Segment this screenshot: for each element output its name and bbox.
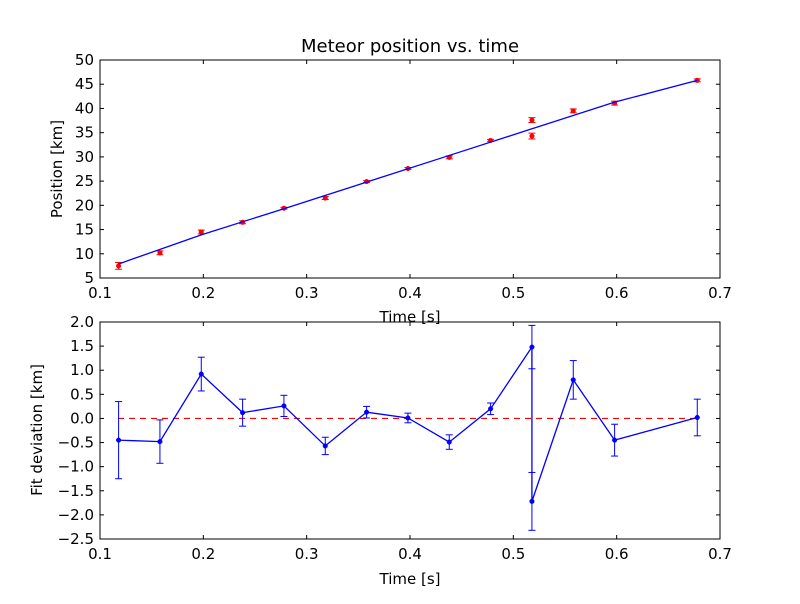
deviation-y-tick-label: 2.0 — [70, 313, 94, 331]
position-y-tick-label: 20 — [75, 196, 94, 214]
deviation-x-tick-label: 0.3 — [295, 545, 319, 563]
deviation-x-tick-label: 0.1 — [88, 545, 112, 563]
position-x-tick-label: 0.4 — [398, 284, 422, 302]
deviation-x-tick-label: 0.2 — [191, 545, 215, 563]
position-data-point — [198, 229, 204, 235]
position-data-point — [529, 133, 535, 139]
position-y-tick-label: 15 — [75, 221, 94, 239]
deviation-y-tick-label: 0.5 — [70, 385, 94, 403]
deviation-y-tick-label: −2.0 — [58, 506, 94, 524]
position-y-tick-label: 30 — [75, 148, 94, 166]
deviation-data-point — [240, 410, 246, 416]
position-x-tick-label: 0.6 — [605, 284, 629, 302]
position-data-point — [529, 117, 535, 123]
position-data-point — [116, 263, 122, 269]
position-data-point — [157, 250, 163, 256]
position-series-line — [118, 79, 698, 265]
position-x-tick-label: 0.3 — [295, 284, 319, 302]
deviation-data-point — [322, 443, 328, 449]
position-x-tick-label: 0.5 — [501, 284, 525, 302]
deviation-y-tick-label: 0.0 — [70, 409, 94, 427]
deviation-data-point — [570, 377, 576, 383]
deviation-data-point — [198, 371, 204, 377]
deviation-data-point — [529, 498, 535, 504]
deviation-y-tick-label: −1.0 — [58, 458, 94, 476]
position-y-tick-label: 5 — [84, 269, 94, 287]
position-panel: Meteor position vs. time Time [s] Positi… — [48, 36, 732, 326]
position-x-tick-label: 0.7 — [708, 284, 732, 302]
position-x-tick-label: 0.2 — [191, 284, 215, 302]
position-y-tick-label: 40 — [75, 99, 94, 117]
deviation-x-tick-label: 0.6 — [605, 545, 629, 563]
deviation-data-point — [612, 437, 618, 443]
deviation-x-tick-label: 0.4 — [398, 545, 422, 563]
position-y-tick-label: 45 — [75, 75, 94, 93]
deviation-x-axis-label: Time [s] — [379, 570, 441, 588]
chart-title: Meteor position vs. time — [301, 36, 519, 57]
deviation-data-point — [281, 403, 287, 409]
deviation-panel: Time [s] Fit deviation [km] 0.1 0.2 0.3 0.4… — [28, 313, 732, 588]
deviation-data-point — [116, 437, 122, 443]
deviation-y-tick-label: 1.0 — [70, 361, 94, 379]
deviation-data-point — [529, 344, 535, 350]
position-y-axis-label: Position [km] — [48, 120, 66, 218]
deviation-x-tick-label: 0.7 — [708, 545, 732, 563]
deviation-data-point — [405, 415, 411, 421]
deviation-x-tick-label: 0.5 — [501, 545, 525, 563]
position-y-tick-label: 50 — [75, 51, 94, 69]
deviation-y-tick-label: −0.5 — [58, 434, 94, 452]
position-y-tick-label: 25 — [75, 172, 94, 190]
deviation-data-point — [157, 439, 163, 445]
position-y-tick-label: 35 — [75, 124, 94, 142]
deviation-y-tick-label: −2.5 — [58, 530, 94, 548]
deviation-data-point — [694, 414, 700, 421]
deviation-y-tick-label: 1.5 — [70, 337, 94, 355]
deviation-y-tick-label: −1.5 — [58, 482, 94, 500]
deviation-y-axis-label: Fit deviation [km] — [28, 364, 46, 496]
position-x-tick-label: 0.1 — [88, 284, 112, 302]
deviation-data-point — [488, 406, 494, 412]
position-y-tick-label: 10 — [75, 245, 94, 263]
deviation-data-point — [364, 409, 370, 415]
position-data-point — [570, 108, 576, 114]
deviation-data-point — [446, 439, 452, 445]
